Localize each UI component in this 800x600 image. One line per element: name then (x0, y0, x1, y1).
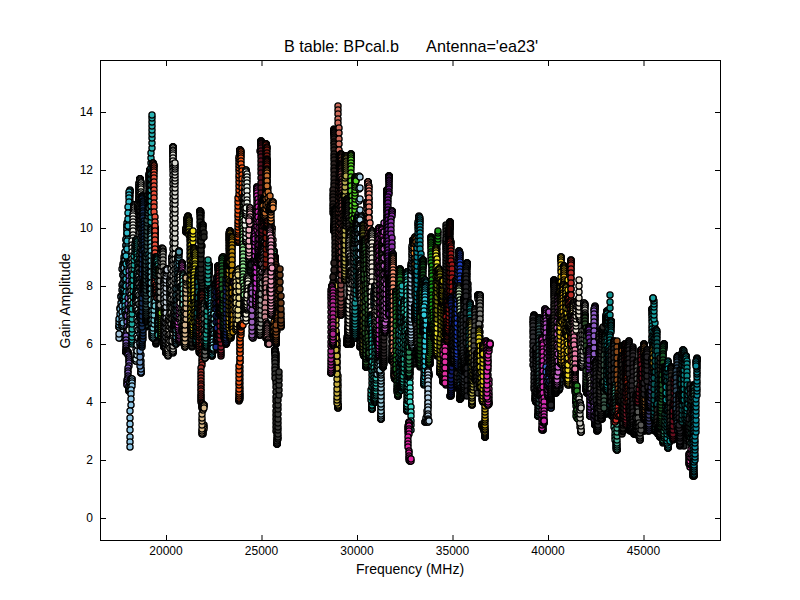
svg-text:20000: 20000 (149, 544, 183, 558)
svg-text:10: 10 (80, 221, 94, 235)
svg-text:14: 14 (80, 105, 94, 119)
svg-text:40000: 40000 (531, 544, 565, 558)
svg-text:12: 12 (80, 163, 94, 177)
svg-text:0: 0 (86, 511, 93, 525)
svg-text:45000: 45000 (627, 544, 661, 558)
svg-text:30000: 30000 (340, 544, 374, 558)
svg-text:35000: 35000 (436, 544, 470, 558)
svg-text:25000: 25000 (245, 544, 279, 558)
svg-text:6: 6 (86, 337, 93, 351)
svg-text:B table: BPcal.b Antenna=: B table: BPcal.b Antenna='ea23' (284, 37, 538, 55)
svg-text:8: 8 (86, 279, 93, 293)
svg-text:Gain Amplitude: Gain Amplitude (57, 253, 73, 348)
svg-text:Frequency (MHz): Frequency (MHz) (356, 561, 464, 577)
svg-text:4: 4 (86, 395, 93, 409)
svg-text:2: 2 (86, 453, 93, 467)
